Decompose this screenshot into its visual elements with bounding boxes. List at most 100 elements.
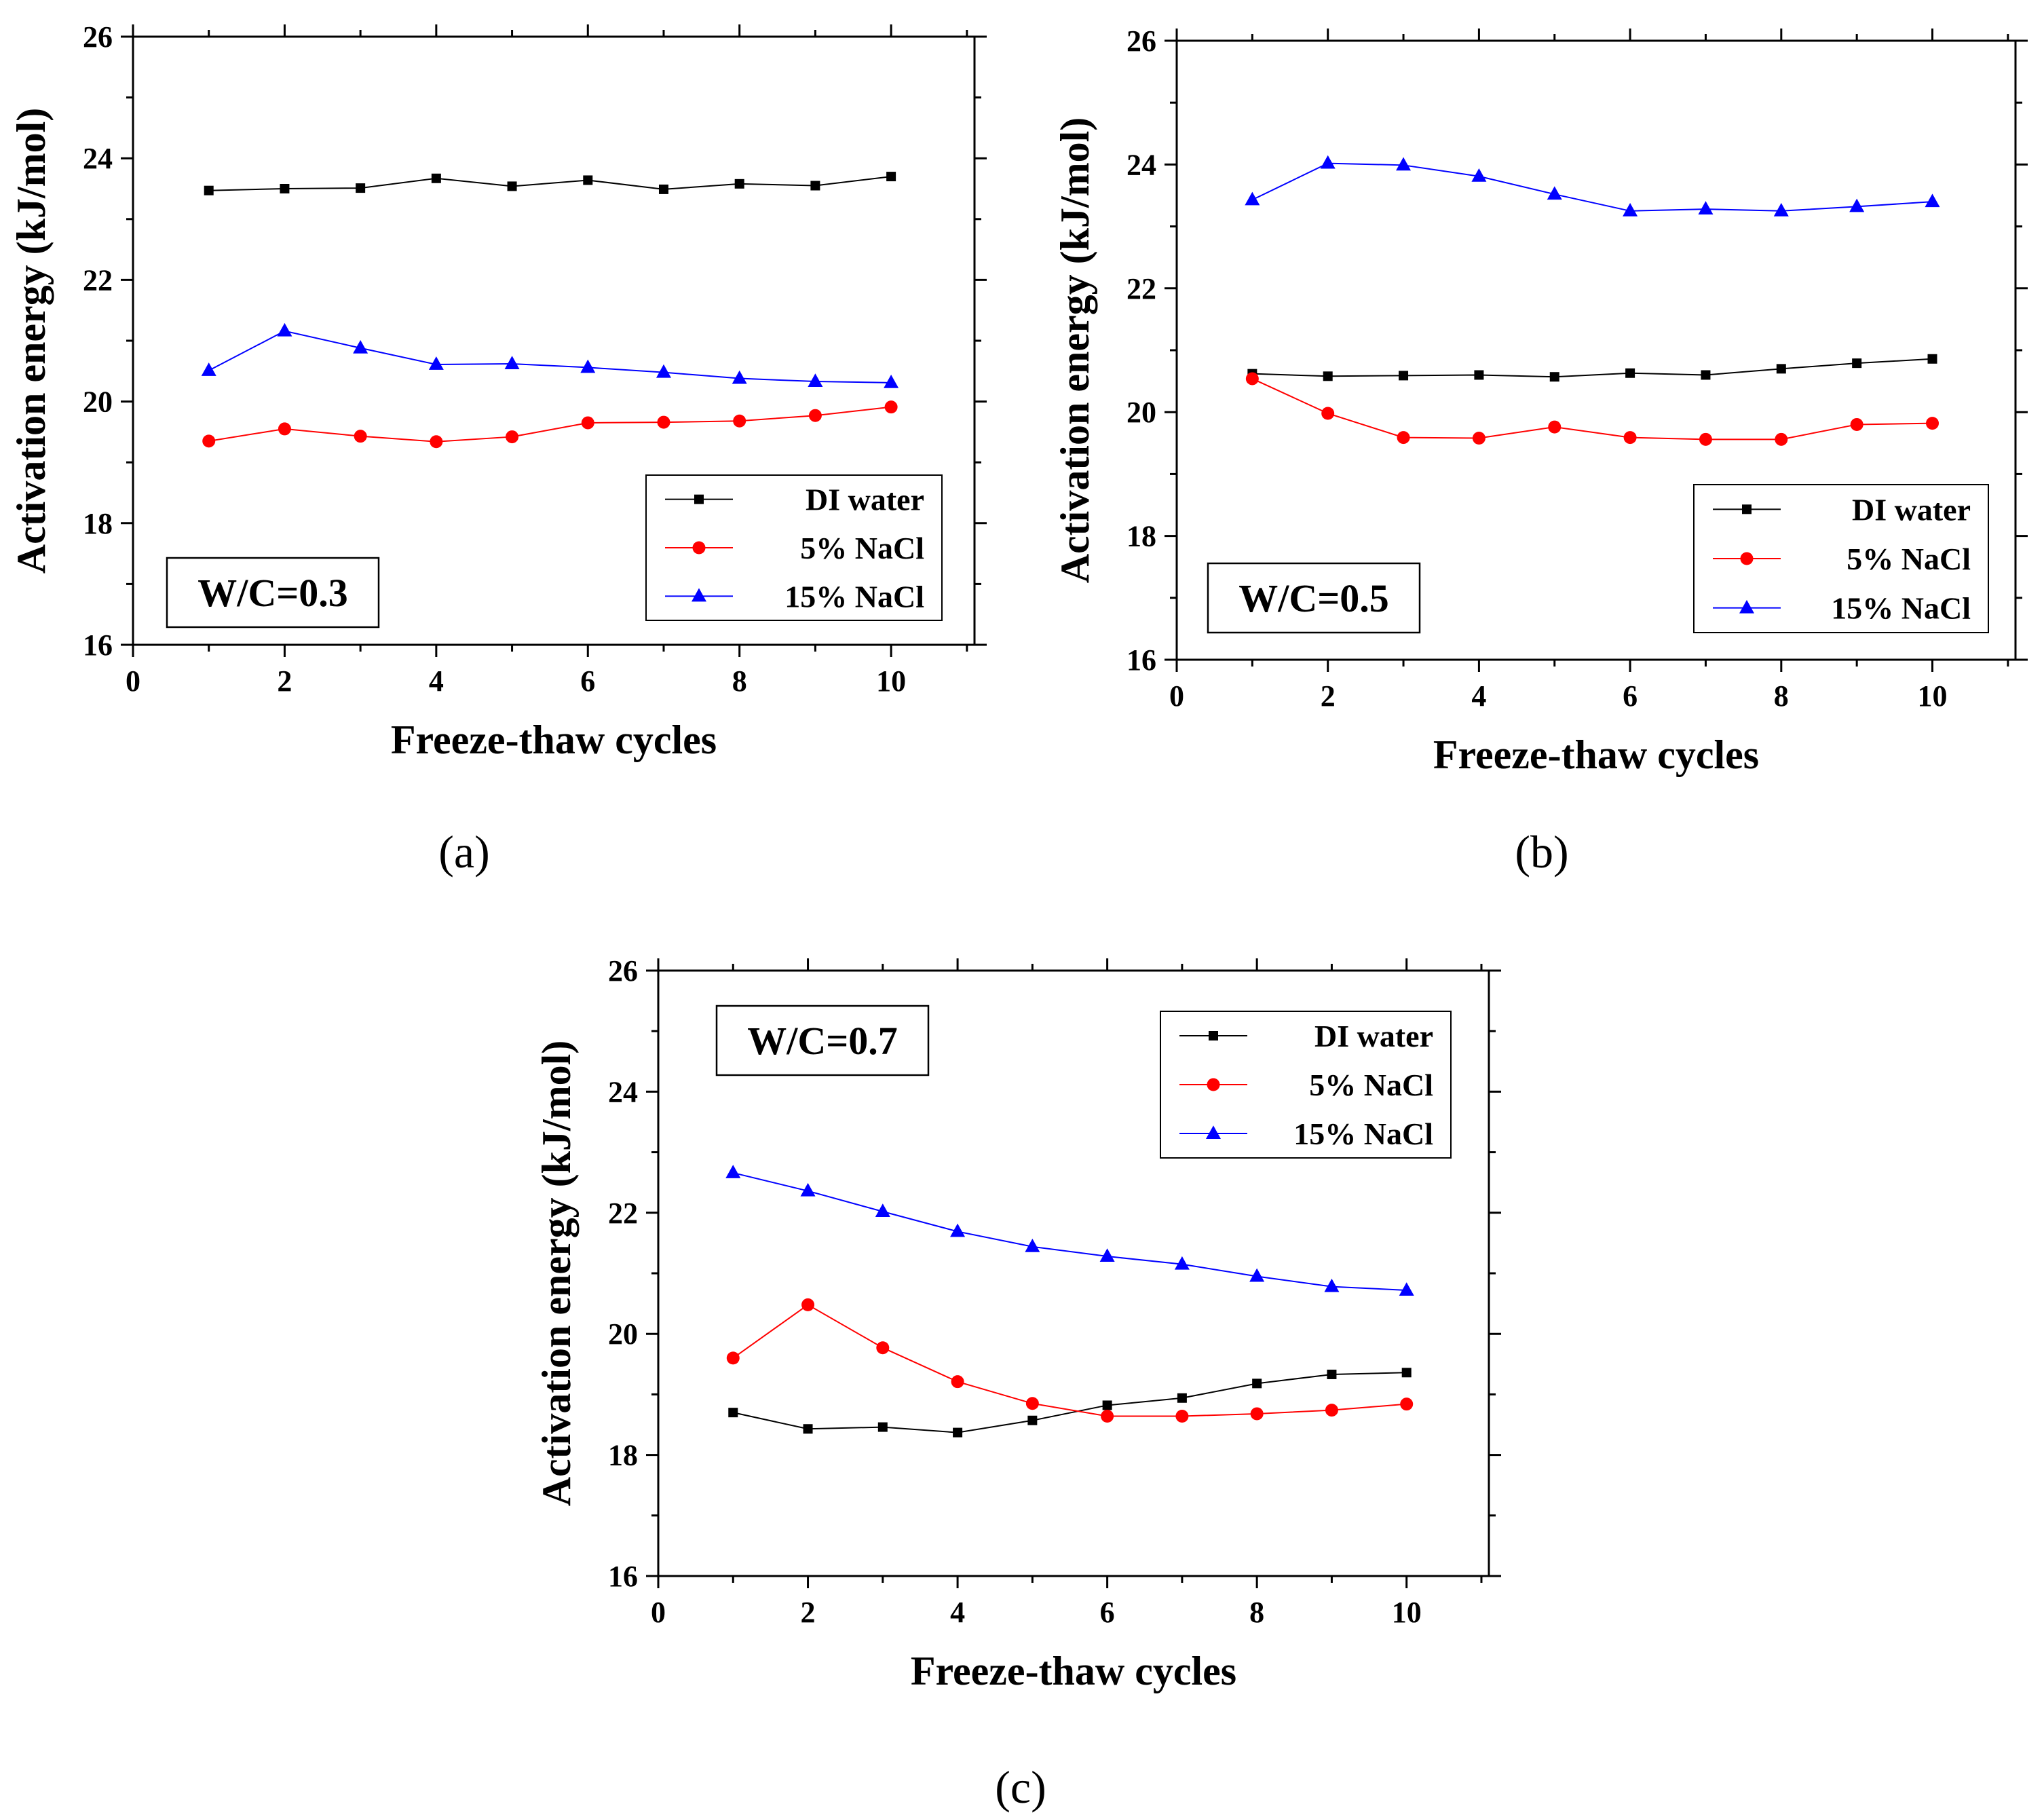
y-tick-label: 24 — [1127, 148, 1156, 181]
data-point — [733, 414, 746, 428]
y-tick-label: 16 — [1127, 643, 1156, 677]
data-point — [1399, 1282, 1414, 1296]
data-point — [1625, 368, 1635, 378]
data-point — [732, 370, 747, 384]
data-point — [1250, 1407, 1264, 1421]
legend-marker — [692, 588, 706, 602]
data-point — [877, 1422, 888, 1432]
data-point — [280, 184, 290, 193]
data-point — [884, 400, 898, 414]
data-point — [1396, 157, 1412, 171]
data-point — [1327, 1369, 1337, 1379]
data-point — [876, 1341, 890, 1355]
annotation-box — [715, 1005, 930, 1076]
y-tick-label: 24 — [608, 1075, 638, 1108]
data-point — [1025, 1238, 1040, 1252]
series-line — [208, 176, 892, 191]
legend-label: DI water — [1314, 1019, 1433, 1053]
data-point — [657, 415, 670, 429]
data-point — [1245, 191, 1260, 206]
data-point — [950, 1223, 966, 1237]
data-point — [1324, 1278, 1340, 1292]
legend-label: 15% NaCl — [784, 579, 924, 614]
series-line — [732, 1304, 1407, 1417]
y-tick-label: 20 — [83, 386, 113, 419]
y-axis-title: Activation energy (kJ/mol) — [534, 1040, 579, 1507]
series-line — [208, 406, 892, 443]
x-tick-label: 2 — [277, 664, 292, 698]
data-point — [725, 1165, 741, 1178]
panel-label: (b) — [1515, 826, 1568, 878]
y-tick-label: 18 — [1127, 520, 1156, 553]
data-point — [202, 434, 216, 448]
data-point — [1321, 407, 1335, 420]
data-point — [583, 175, 593, 185]
series-5-nacl — [202, 400, 898, 449]
x-tick-label: 0 — [651, 1596, 666, 1629]
panel-label: (a) — [438, 826, 489, 878]
data-point — [580, 359, 596, 373]
data-point — [1701, 370, 1711, 380]
data-point — [1102, 1400, 1112, 1410]
data-point — [803, 1424, 813, 1434]
series-line — [1251, 378, 1933, 440]
data-point — [1099, 1248, 1115, 1262]
annotation-text: W/C=0.7 — [747, 1019, 898, 1063]
x-axis-title: Freeze-thaw cycles — [391, 717, 717, 762]
y-tick-label: 22 — [1127, 272, 1156, 305]
data-point — [800, 1182, 816, 1197]
data-point — [1400, 1398, 1414, 1411]
data-point — [1399, 371, 1409, 381]
data-point — [1850, 417, 1863, 431]
data-point — [1698, 201, 1714, 215]
data-point — [1245, 372, 1259, 386]
data-point — [278, 422, 291, 436]
y-tick-label: 16 — [608, 1560, 638, 1593]
data-point — [1249, 1268, 1265, 1282]
data-point — [204, 185, 214, 195]
x-tick-label: 4 — [1471, 679, 1486, 713]
x-tick-label: 8 — [732, 664, 747, 698]
data-point — [656, 364, 671, 378]
data-point — [1849, 198, 1865, 212]
series-di-water — [1247, 354, 1937, 382]
y-tick-label: 26 — [608, 954, 638, 988]
series-15-nacl — [1245, 155, 1940, 217]
y-tick-label: 20 — [1127, 396, 1156, 429]
data-point — [353, 339, 368, 354]
data-point — [1699, 432, 1712, 446]
data-point — [951, 1375, 964, 1389]
x-tick-label: 10 — [1918, 679, 1948, 713]
legend-marker — [1207, 1078, 1220, 1091]
data-point — [1027, 1415, 1038, 1425]
legend-marker — [692, 541, 706, 555]
data-point — [506, 430, 519, 444]
x-tick-label: 4 — [950, 1596, 965, 1629]
x-tick-label: 6 — [1623, 679, 1638, 713]
y-tick-label: 16 — [83, 629, 113, 662]
legend-label: 15% NaCl — [1831, 591, 1971, 626]
legend: DI water 5% NaCl 15% NaCl — [1693, 484, 1989, 633]
annotation-box — [166, 557, 380, 629]
series-di-water — [728, 1368, 1412, 1438]
data-point — [734, 179, 744, 189]
y-tick-label: 22 — [608, 1197, 638, 1230]
legend-label: 15% NaCl — [1293, 1117, 1433, 1151]
data-point — [1101, 1410, 1114, 1423]
data-point — [1927, 354, 1937, 364]
y-tick-label: 18 — [83, 507, 113, 540]
data-point — [1397, 431, 1410, 445]
data-point — [1401, 1368, 1412, 1378]
x-tick-label: 2 — [801, 1596, 816, 1629]
y-axis-title: Activation energy (kJ/mol) — [9, 108, 54, 574]
data-point — [1549, 372, 1559, 382]
legend-marker — [1740, 552, 1754, 565]
series-di-water — [204, 172, 896, 195]
data-point — [884, 375, 899, 388]
x-tick-label: 6 — [1100, 1596, 1115, 1629]
x-tick-label: 0 — [1169, 679, 1184, 713]
data-point — [1773, 203, 1789, 217]
